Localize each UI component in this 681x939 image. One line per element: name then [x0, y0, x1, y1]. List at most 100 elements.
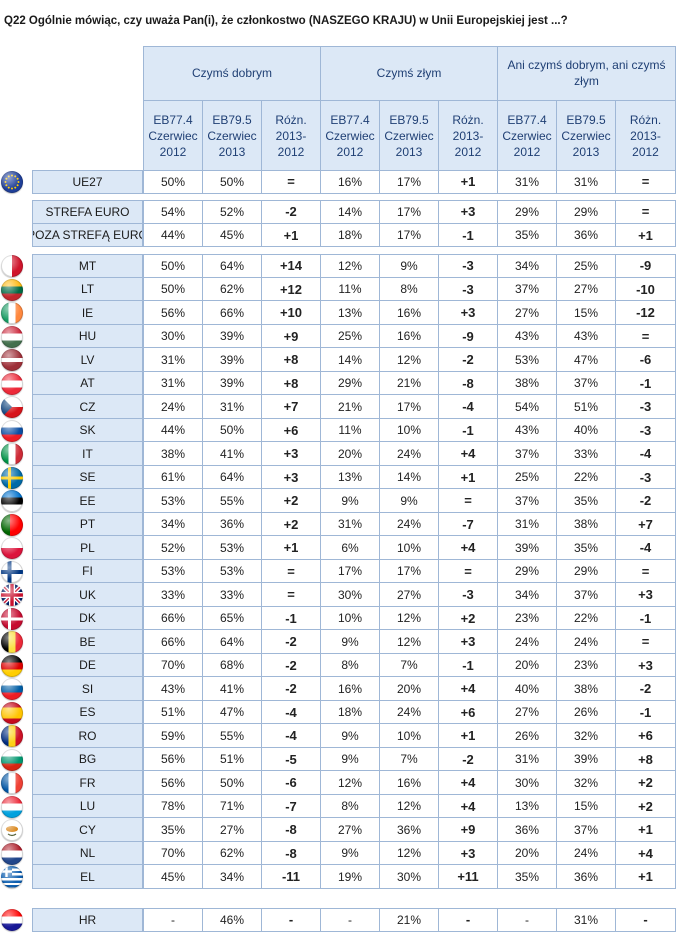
- value-cell: 27%: [203, 818, 262, 842]
- value-cell: 34%: [498, 583, 557, 607]
- flag-uk-icon: [1, 584, 23, 606]
- value-cell: 24%: [380, 513, 439, 536]
- value-cell: 29%: [321, 372, 380, 395]
- row-label: SK: [32, 419, 143, 442]
- value-cell: 50%: [203, 419, 262, 442]
- diff-cell: +14: [262, 254, 321, 278]
- value-cell: 36%: [557, 224, 616, 247]
- value-cell: 29%: [557, 200, 616, 224]
- value-cell: 21%: [380, 908, 439, 932]
- value-cell: 37%: [498, 278, 557, 301]
- flag-es-icon: [1, 701, 23, 724]
- value-cell: 35%: [143, 818, 203, 842]
- diff-cell: =: [616, 560, 676, 583]
- value-cell: 24%: [380, 442, 439, 466]
- column-header: Różn. 2013-2012: [262, 101, 321, 170]
- row-label: LV: [32, 348, 143, 372]
- value-cell: 38%: [498, 372, 557, 395]
- value-cell: 35%: [557, 536, 616, 560]
- flag-pl-icon: [1, 537, 23, 559]
- column-header: EB79.5 Czerwiec 2013: [557, 101, 616, 170]
- value-cell: 16%: [380, 771, 439, 795]
- flag-ee-icon: [1, 490, 23, 512]
- diff-cell: +3: [616, 583, 676, 607]
- diff-cell: +9: [262, 325, 321, 348]
- value-cell: 65%: [203, 607, 262, 630]
- diff-cell: -8: [439, 372, 498, 395]
- value-cell: 29%: [557, 560, 616, 583]
- value-cell: 31%: [557, 908, 616, 932]
- row-label: PL: [32, 536, 143, 560]
- value-cell: 55%: [203, 724, 262, 748]
- diff-cell: +2: [262, 489, 321, 513]
- value-cell: 35%: [557, 489, 616, 513]
- value-cell: 30%: [380, 865, 439, 889]
- diff-cell: -2: [262, 200, 321, 224]
- value-cell: 20%: [321, 442, 380, 466]
- value-cell: 50%: [203, 771, 262, 795]
- diff-cell: -3: [439, 583, 498, 607]
- row-label: LU: [32, 795, 143, 818]
- value-cell: 17%: [380, 170, 439, 194]
- value-cell: 51%: [203, 748, 262, 771]
- value-cell: 21%: [321, 395, 380, 419]
- value-cell: 32%: [557, 724, 616, 748]
- row-label: ES: [32, 701, 143, 724]
- value-cell: 46%: [203, 908, 262, 932]
- block-top-line: [143, 200, 676, 201]
- value-cell: 27%: [498, 301, 557, 325]
- value-cell: 10%: [380, 724, 439, 748]
- column-header: EB79.5 Czerwiec 2013: [203, 101, 262, 170]
- diff-cell: =: [262, 560, 321, 583]
- value-cell: 38%: [143, 442, 203, 466]
- value-cell: 54%: [498, 395, 557, 419]
- diff-cell: -3: [616, 395, 676, 419]
- value-cell: 9%: [321, 842, 380, 865]
- value-cell: 37%: [498, 442, 557, 466]
- value-cell: 45%: [203, 224, 262, 247]
- value-cell: 30%: [321, 583, 380, 607]
- block-top-line: [143, 908, 676, 909]
- value-cell: -: [143, 908, 203, 932]
- diff-cell: +1: [262, 536, 321, 560]
- diff-cell: -7: [262, 795, 321, 818]
- diff-cell: +2: [262, 513, 321, 536]
- diff-cell: -6: [616, 348, 676, 372]
- diff-cell: +3: [262, 442, 321, 466]
- diff-cell: -3: [616, 466, 676, 489]
- value-cell: 36%: [380, 818, 439, 842]
- group-header: Ani czymś dobrym, ani czymś złym: [498, 46, 676, 101]
- value-cell: 29%: [498, 560, 557, 583]
- value-cell: 36%: [498, 818, 557, 842]
- diff-cell: -3: [439, 278, 498, 301]
- diff-cell: -1: [439, 654, 498, 677]
- value-cell: 22%: [557, 607, 616, 630]
- value-cell: 7%: [380, 748, 439, 771]
- column-header: Różn. 2013-2012: [439, 101, 498, 170]
- block-top-line: [143, 254, 676, 255]
- diff-cell: +2: [616, 795, 676, 818]
- value-cell: 61%: [143, 466, 203, 489]
- row-label: MT: [32, 254, 143, 278]
- row-label: AT: [32, 372, 143, 395]
- value-cell: 56%: [143, 301, 203, 325]
- value-cell: 51%: [143, 701, 203, 724]
- block-top-line: [143, 170, 676, 171]
- value-cell: 31%: [498, 170, 557, 194]
- value-cell: 8%: [380, 278, 439, 301]
- value-cell: 13%: [498, 795, 557, 818]
- row-label: UK: [32, 583, 143, 607]
- diff-cell: -2: [262, 654, 321, 677]
- value-cell: 9%: [380, 489, 439, 513]
- value-cell: 52%: [143, 536, 203, 560]
- diff-cell: -: [616, 908, 676, 932]
- value-cell: 27%: [380, 583, 439, 607]
- diff-cell: -1: [439, 224, 498, 247]
- value-cell: 53%: [143, 489, 203, 513]
- value-cell: 62%: [203, 278, 262, 301]
- value-cell: 50%: [143, 278, 203, 301]
- value-cell: 37%: [557, 583, 616, 607]
- value-cell: 31%: [143, 372, 203, 395]
- value-cell: 16%: [380, 325, 439, 348]
- flag-be-icon: [1, 631, 23, 653]
